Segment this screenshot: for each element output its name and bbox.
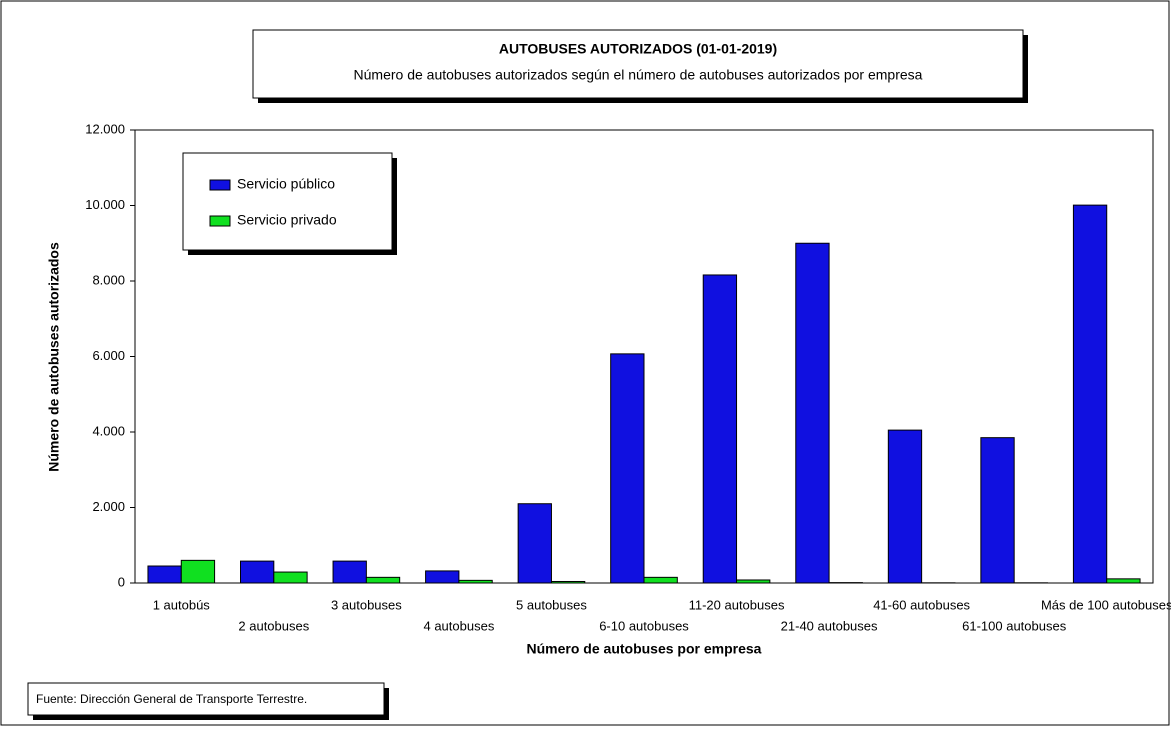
x-tick-label: 61-100 autobuses — [962, 618, 1067, 633]
chart-title: AUTOBUSES AUTORIZADOS (01-01-2019) — [499, 41, 777, 57]
y-tick-label: 10.000 — [85, 197, 125, 212]
chart-subtitle: Número de autobuses autorizados según el… — [354, 67, 923, 83]
bar — [611, 354, 644, 583]
bar — [459, 580, 492, 583]
bar — [241, 561, 274, 583]
x-tick-label: 11-20 autobuses — [689, 597, 785, 612]
x-tick-label: 6-10 autobuses — [599, 618, 689, 633]
x-tick-label: 4 autobuses — [423, 618, 494, 633]
bar — [888, 430, 921, 583]
bar — [796, 243, 829, 583]
bar — [644, 577, 677, 583]
bar — [426, 571, 459, 583]
bar — [737, 580, 770, 583]
x-tick-label: 41-60 autobuses — [873, 597, 970, 612]
bar — [1073, 205, 1106, 583]
bar — [274, 572, 307, 583]
bar — [148, 566, 181, 583]
y-tick-label: 2.000 — [92, 499, 125, 514]
bar — [1107, 579, 1140, 583]
bar — [981, 438, 1014, 583]
legend-label: Servicio público — [237, 176, 335, 192]
y-tick-label: 4.000 — [92, 423, 125, 438]
x-tick-label: 3 autobuses — [331, 597, 402, 612]
legend-box — [183, 153, 392, 250]
y-tick-label: 0 — [118, 574, 125, 589]
bar — [181, 560, 214, 583]
y-tick-label: 8.000 — [92, 272, 125, 287]
x-tick-label: 1 autobús — [153, 597, 211, 612]
x-axis-label: Número de autobuses por empresa — [527, 641, 762, 657]
bar — [333, 561, 366, 583]
bar — [703, 275, 736, 583]
bar — [518, 504, 551, 583]
x-tick-label: 21-40 autobuses — [781, 618, 878, 633]
bar — [366, 577, 399, 583]
legend-swatch — [210, 216, 230, 226]
y-tick-label: 6.000 — [92, 348, 125, 363]
y-axis-label: Número de autobuses autorizados — [46, 242, 62, 472]
legend-label: Servicio privado — [237, 212, 337, 228]
x-tick-label: 2 autobuses — [238, 618, 309, 633]
x-tick-label: 5 autobuses — [516, 597, 587, 612]
bar — [551, 581, 584, 583]
source: Fuente: Dirección General de Transporte … — [36, 692, 307, 706]
x-tick-label: Más de 100 autobuses — [1041, 597, 1171, 612]
legend-swatch — [210, 180, 230, 190]
y-tick-label: 12.000 — [85, 121, 125, 136]
